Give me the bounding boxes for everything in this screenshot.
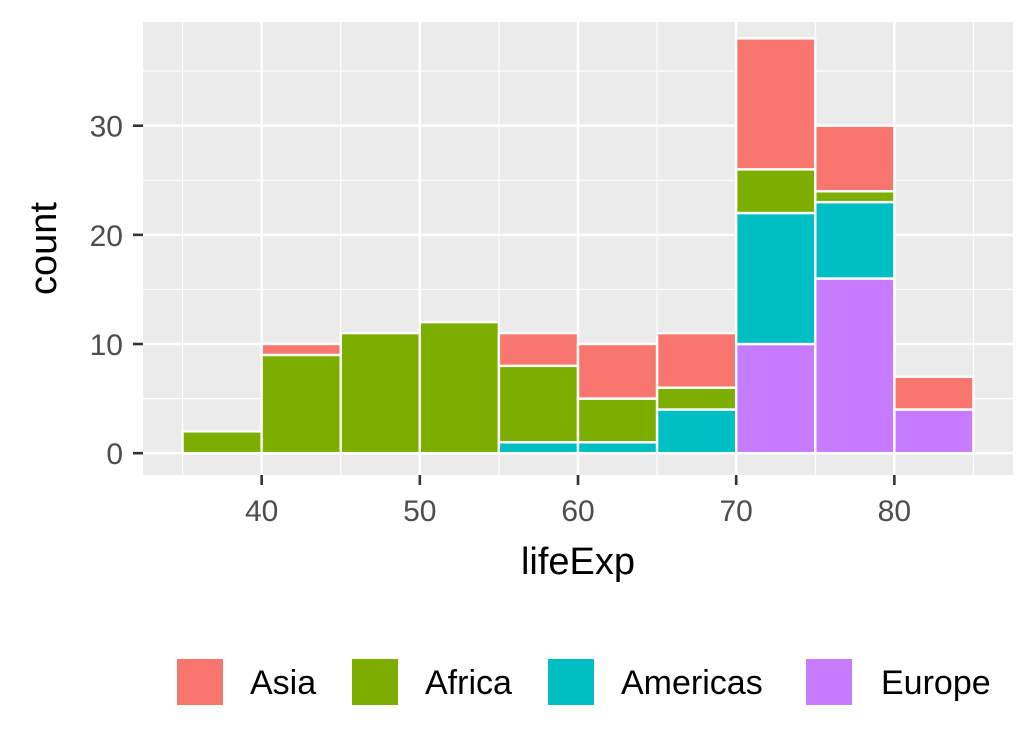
- bars: [181, 37, 975, 455]
- bar-europe-bin-70: [734, 342, 817, 455]
- y-axis-title: count: [23, 202, 65, 295]
- bar-europe-bin-80: [893, 408, 975, 455]
- legend-label-americas: Americas: [621, 664, 763, 702]
- bar-africa-bin-50: [418, 320, 501, 455]
- axis-ticks: [133, 124, 896, 485]
- bar-africa-bin-60: [576, 397, 659, 444]
- bar-asia-bin-70: [734, 37, 817, 171]
- y-tick-label: 10: [90, 329, 123, 362]
- bar-asia-bin-75: [814, 124, 896, 193]
- bar-asia-bin-60: [576, 342, 659, 400]
- y-tick-labels: 0 10 20 30: [90, 111, 123, 471]
- legend-label-africa: Africa: [425, 664, 512, 702]
- bar-asia-bin-40: [260, 342, 342, 357]
- bar-asia-bin-80: [893, 375, 975, 411]
- bar-africa-bin-40: [260, 353, 342, 455]
- x-axis-title: lifeExp: [521, 541, 635, 583]
- bar-americas-bin-70: [734, 211, 817, 346]
- x-tick-label: 80: [878, 495, 911, 528]
- bar-africa-bin-75: [814, 189, 896, 204]
- legend-label-asia: Asia: [250, 664, 316, 702]
- bar-americas-bin-75: [814, 200, 896, 280]
- legend-key-americas: [546, 657, 596, 707]
- bar-americas-bin-65: [655, 408, 738, 455]
- x-tick-label: 40: [245, 495, 278, 528]
- x-tick-label: 50: [403, 495, 436, 528]
- x-tick-label: 70: [719, 495, 752, 528]
- legend-key-europe: [804, 657, 854, 707]
- y-tick-label: 0: [106, 438, 123, 471]
- legend-key-asia: [175, 657, 225, 707]
- bar-asia-bin-55: [497, 331, 580, 368]
- bar-africa-bin-35: [181, 430, 263, 455]
- legend-label-europe: Europe: [881, 664, 991, 702]
- bar-africa-bin-45: [339, 331, 422, 455]
- legend-key-africa: [350, 657, 400, 707]
- x-tick-labels: 40 50 60 70 80: [245, 495, 911, 528]
- x-tick-label: 60: [561, 495, 594, 528]
- bar-africa-bin-70: [734, 168, 817, 215]
- bar-asia-bin-65: [655, 331, 738, 389]
- bar-americas-bin-60: [576, 441, 659, 455]
- bar-americas-bin-55: [497, 441, 580, 455]
- bar-africa-bin-55: [497, 364, 580, 444]
- bar-africa-bin-65: [655, 386, 738, 411]
- bar-europe-bin-75: [814, 277, 896, 455]
- y-tick-label: 20: [90, 220, 123, 253]
- legend: Asia Africa Americas Europe: [175, 657, 991, 707]
- y-tick-label: 30: [90, 111, 123, 144]
